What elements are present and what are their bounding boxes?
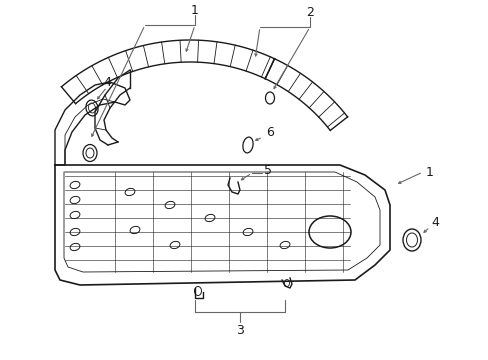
Text: 1: 1	[425, 166, 433, 179]
Text: 1: 1	[191, 4, 199, 17]
Text: 5: 5	[264, 163, 271, 176]
Text: 2: 2	[305, 5, 313, 18]
Text: 4: 4	[430, 216, 438, 229]
Text: 4: 4	[103, 76, 111, 89]
Text: 3: 3	[236, 324, 244, 337]
Text: 6: 6	[265, 126, 273, 139]
